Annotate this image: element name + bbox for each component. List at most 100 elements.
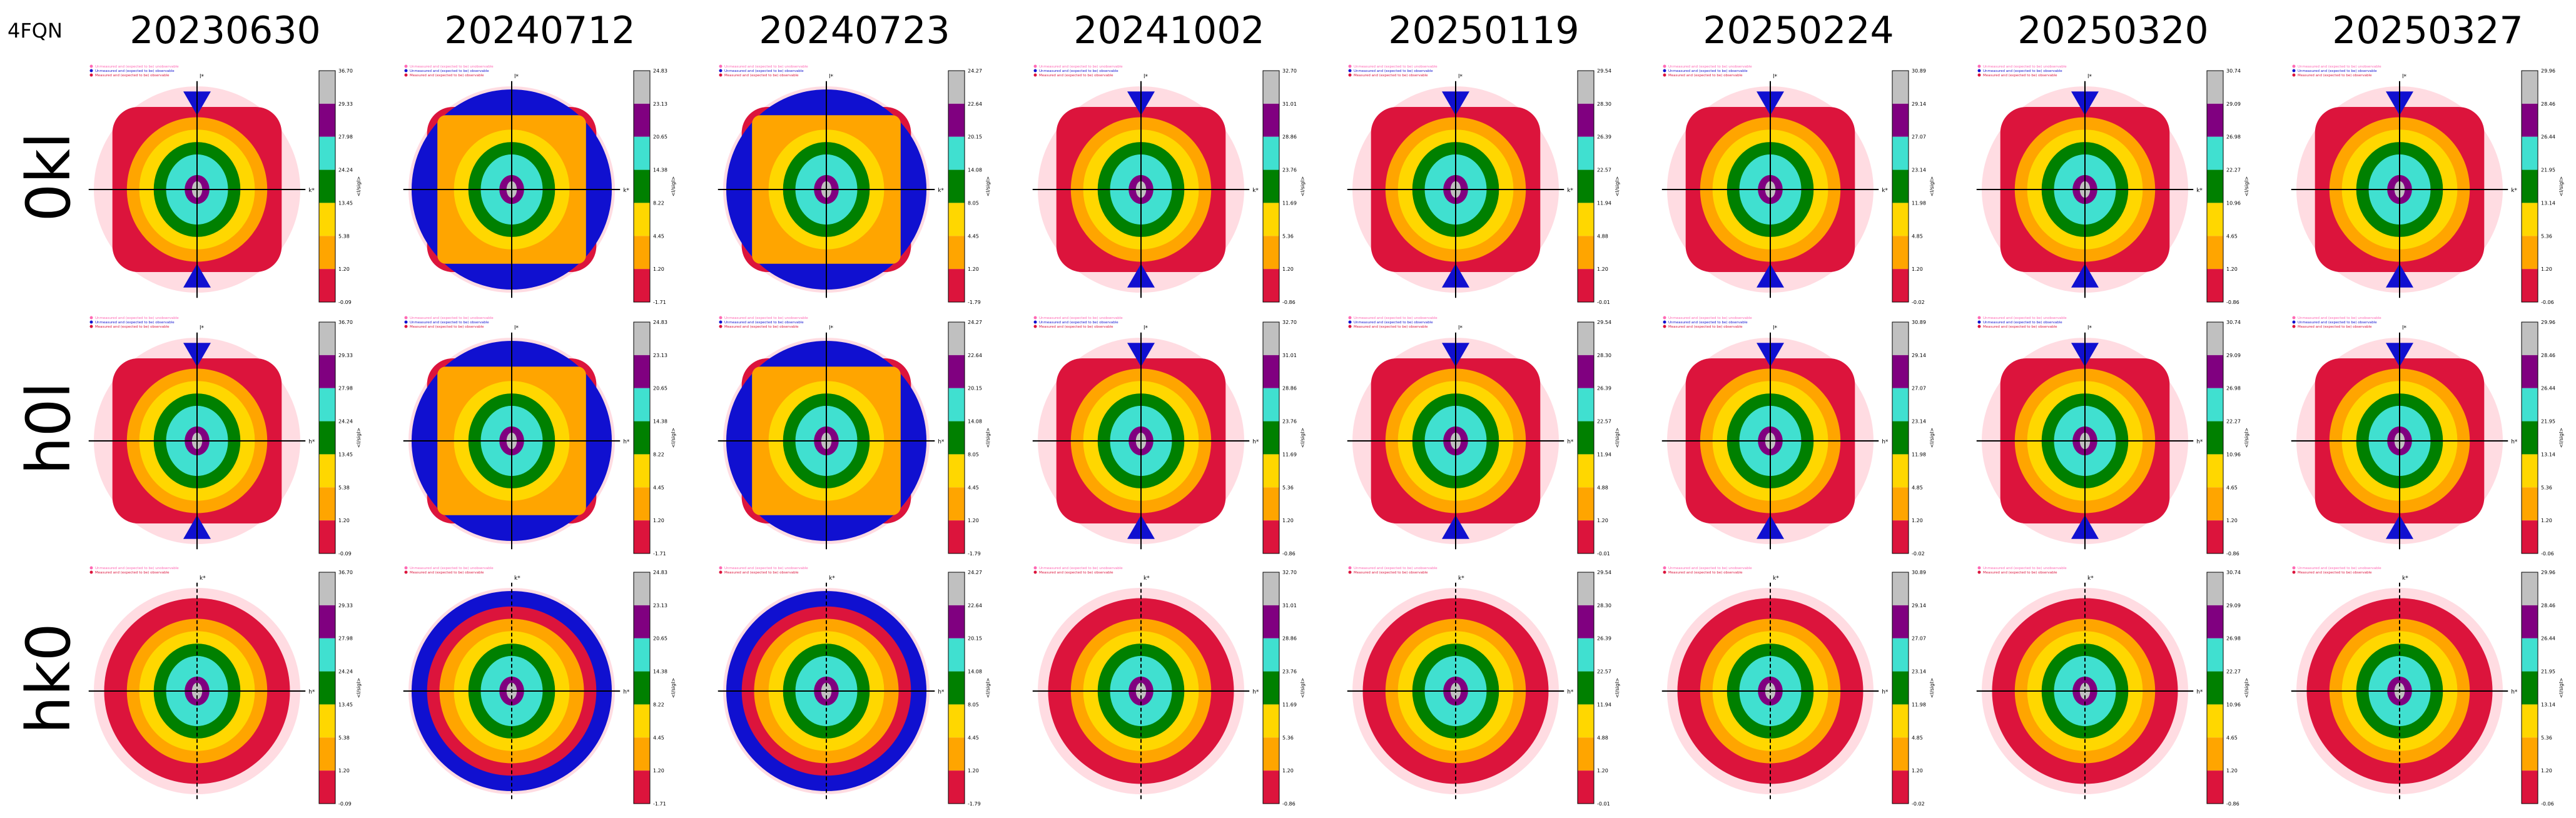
colorbar-segment: [2522, 487, 2538, 521]
colorbar-segment: [634, 236, 650, 270]
colorbar-tick-label: 20.65: [653, 636, 667, 642]
colorbar-tick-label: 1.20: [338, 266, 350, 272]
colorbar-segment: [1578, 572, 1594, 605]
colorbar-tick-label: -0.86: [2226, 300, 2239, 305]
colorbar-segment: [319, 572, 335, 605]
colorbar-tick-label: 23.76: [1282, 168, 1297, 173]
legend-entry: Measured and (expected to be) observable: [95, 571, 170, 575]
colorbar-segment: [2207, 203, 2223, 236]
y-axis-label: l*: [2087, 325, 2092, 331]
row-label: 0kl: [14, 132, 84, 222]
colorbar-tick-label: 22.64: [968, 603, 982, 608]
colorbar-segment: [2522, 169, 2538, 203]
colorbar-tick-label: 28.86: [1282, 134, 1297, 140]
colorbar-tick-label: 30.74: [2226, 68, 2241, 74]
legend-marker: [719, 325, 723, 328]
colorbar-tick-label: 23.14: [1912, 168, 1926, 173]
colorbar-tick-label: 10.96: [2226, 702, 2241, 707]
colorbar-segment: [1578, 671, 1594, 705]
colorbar-segment: [634, 737, 650, 771]
y-axis-label: l*: [514, 74, 519, 80]
colorbar-segment: [319, 169, 335, 203]
colorbar-segment: [1263, 737, 1279, 771]
colorbar-tick-label: 20.15: [968, 134, 982, 140]
colorbar-segment: [319, 236, 335, 270]
colorbar-tick-label: 13.14: [2541, 452, 2555, 457]
legend-entry: Measured and (expected to be) observable: [1354, 74, 1428, 78]
colorbar-segment: [1578, 421, 1594, 455]
colorbar-segment: [319, 737, 335, 771]
y-axis-label: l*: [1143, 325, 1149, 331]
colorbar-tick-label: 4.65: [2226, 485, 2238, 490]
colorbar-tick-label: 21.95: [2541, 669, 2555, 675]
colorbar-tick-label: 29.33: [338, 101, 353, 107]
colorbar-segment: [1892, 388, 1909, 422]
zone-panel: h* k* Unmeasured and (expected to be) unob…: [1661, 566, 1935, 807]
colorbar-tick-label: 8.22: [653, 200, 664, 206]
zone-panel: k* l* Unmeasured and (expected to be) unob…: [88, 64, 362, 305]
colorbar-frame: [1892, 321, 1909, 554]
colorbar-tick-label: 4.88: [1597, 485, 1608, 490]
colorbar-segment: [1578, 704, 1594, 738]
y-axis-label: k*: [1458, 575, 1464, 582]
colorbar-tick-label: 27.98: [338, 134, 353, 140]
colorbar-segment: [319, 520, 335, 553]
legend-marker: [2292, 320, 2296, 324]
colorbar-segment: [2522, 737, 2538, 771]
colorbar-tick-label: -1.79: [968, 551, 981, 557]
zone-panel: h* l* Unmeasured and (expected to be) unob…: [88, 316, 362, 557]
legend-entry: Measured and (expected to be) observable: [95, 325, 170, 329]
colorbar-label: <I/sigI>: [2244, 678, 2249, 698]
legend-entry: Measured and (expected to be) observable: [1668, 74, 1743, 78]
colorbar-segment: [1263, 203, 1279, 236]
legend-marker: [719, 320, 723, 324]
colorbar-tick-label: 11.69: [1282, 200, 1297, 206]
colorbar-label: <I/sigI>: [2558, 176, 2564, 196]
x-axis-label: k*: [623, 188, 629, 194]
legend-entry: Unmeasured and (expected to be) unobserv…: [95, 316, 179, 320]
legend-marker: [719, 64, 723, 68]
colorbar-segment: [2522, 421, 2538, 455]
colorbar-segment: [2207, 421, 2223, 455]
colorbar-tick-label: -0.02: [1912, 300, 1925, 305]
colorbar-segment: [319, 322, 335, 355]
legend-marker: [1033, 64, 1037, 68]
colorbar-segment: [1892, 671, 1909, 705]
dataset-label: 4FQN: [8, 19, 63, 43]
colorbar-tick-label: 13.45: [338, 200, 353, 206]
colorbar-segment: [1263, 136, 1279, 170]
colorbar-tick-label: 24.83: [653, 68, 667, 74]
legend-entry: Measured and (expected to be) observable: [1668, 571, 1743, 575]
colorbar-tick-label: 1.20: [653, 266, 664, 272]
colorbar-frame: [1892, 70, 1909, 303]
colorbar-segment: [1578, 203, 1594, 236]
zone-panel: h* l* Unmeasured and (expected to be) unob…: [1347, 316, 1620, 557]
colorbar-frame: [318, 321, 336, 554]
legend-marker: [1663, 320, 1666, 324]
colorbar-segment: [1892, 103, 1909, 137]
colorbar-segment: [634, 605, 650, 639]
colorbar-tick-label: 1.20: [1912, 266, 1923, 272]
colorbar-segment: [1263, 671, 1279, 705]
legend-entry: Unmeasured and (expected to be) unobserv…: [1668, 316, 1752, 320]
colorbar-frame: [1577, 70, 1595, 303]
colorbar-tick-label: 13.14: [2541, 702, 2555, 707]
colorbar-segment: [319, 71, 335, 104]
colorbar-tick-label: 23.13: [653, 603, 667, 608]
legend-entry: Measured and (expected to be) observable: [1039, 571, 1113, 575]
colorbar-segment: [2207, 71, 2223, 104]
colorbar-tick-label: -0.01: [1597, 300, 1610, 305]
legend-entry: Unmeasured and (expected to be) unobserv…: [1983, 65, 2067, 69]
colorbar-tick-label: 27.07: [1912, 636, 1926, 642]
colorbar-tick-label: 4.85: [1912, 735, 1923, 740]
legend-marker: [719, 73, 723, 77]
legend-marker: [1977, 64, 1981, 68]
legend-marker: [89, 566, 93, 570]
legend-marker: [89, 316, 93, 320]
colorbar-segment: [1263, 355, 1279, 388]
colorbar-label: <I/sigI>: [1615, 428, 1620, 448]
zone-panel: h* l* Unmeasured and (expected to be) unob…: [403, 316, 676, 557]
colorbar-tick-label: 1.20: [1597, 768, 1608, 774]
colorbar-tick-label: 5.36: [1282, 485, 1294, 490]
colorbar-label: <I/sigI>: [2244, 176, 2249, 196]
